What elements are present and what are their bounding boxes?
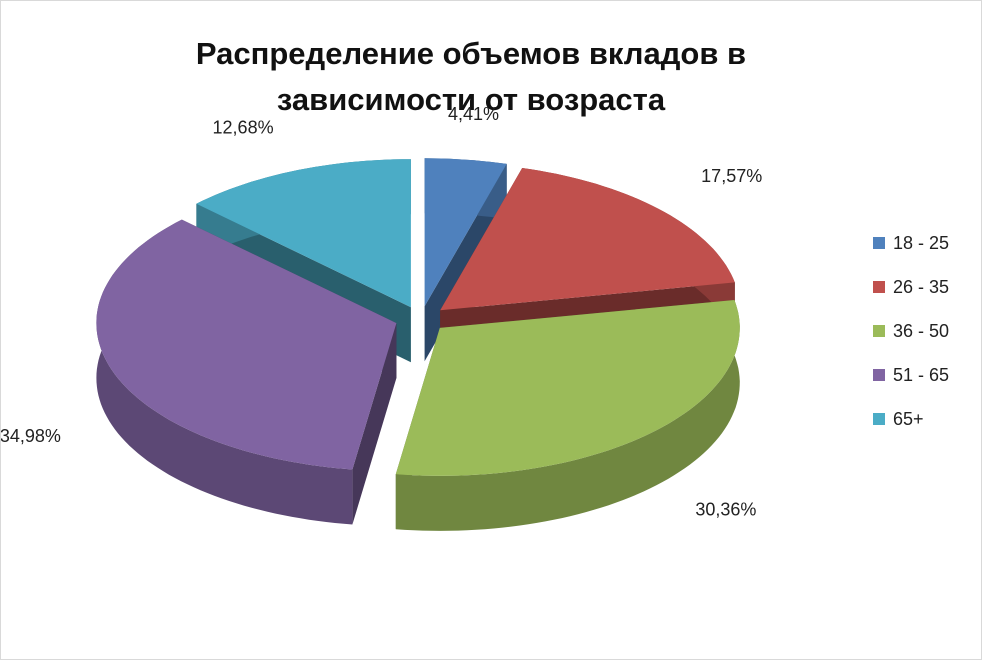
- slice-side: [96, 219, 353, 525]
- legend-swatch: [873, 413, 885, 425]
- slice-top: [96, 219, 397, 470]
- slice-top: [424, 158, 507, 307]
- data-label: 4,41%: [448, 104, 499, 124]
- data-label: 30,36%: [695, 500, 756, 520]
- slice-top: [196, 159, 411, 308]
- data-label: 12,68%: [213, 117, 274, 137]
- slice-top: [440, 168, 735, 311]
- chart-title: Распределение объемов вкладов в зависимо…: [195, 36, 747, 117]
- data-label: 17,57%: [701, 166, 762, 186]
- legend-label: 65+: [893, 409, 924, 429]
- slice-side: [352, 323, 397, 525]
- legend-swatch: [873, 325, 885, 337]
- legend-swatch: [873, 369, 885, 381]
- slice-side: [395, 300, 740, 531]
- legend-swatch: [873, 237, 885, 249]
- slice: [395, 300, 740, 531]
- legend-label: 26 - 35: [893, 277, 949, 297]
- legend-label: 51 - 65: [893, 365, 949, 385]
- slice: [96, 219, 397, 525]
- legend-label: 36 - 50: [893, 321, 949, 341]
- data-label: 34,98%: [1, 426, 61, 446]
- legend-label: 18 - 25: [893, 233, 949, 253]
- legend-swatch: [873, 281, 885, 293]
- slice-top: [395, 300, 740, 476]
